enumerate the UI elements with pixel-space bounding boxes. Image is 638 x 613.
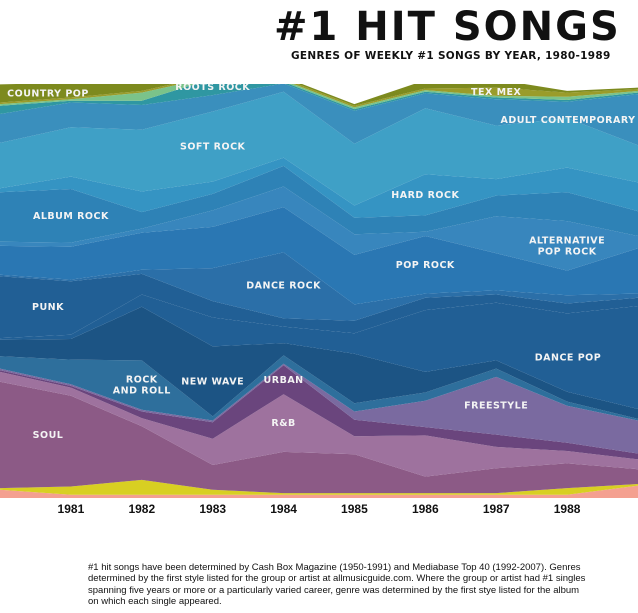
series-label: SOUL <box>33 430 64 441</box>
area-band-1 <box>0 479 638 495</box>
x-tick-label: 1983 <box>199 502 226 516</box>
area-country-pop <box>0 84 638 106</box>
area-soul <box>0 381 638 494</box>
series-label: ROOTS ROCK <box>175 84 250 93</box>
series-label: HARD ROCK <box>391 190 459 201</box>
series-label: NEW WAVE <box>181 376 244 387</box>
series-label: ROCK <box>126 375 158 386</box>
area-soft-rock <box>0 91 638 206</box>
area-punk <box>0 273 638 339</box>
series-label: POP ROCK <box>538 246 597 257</box>
series-label: FREESTYLE <box>464 401 528 412</box>
x-tick-label: 1986 <box>412 502 439 516</box>
area-alternative-pop-rock <box>0 186 638 271</box>
series-label: ADULT CONTEMPORARY <box>500 115 635 126</box>
area-dance-pop <box>0 294 638 409</box>
area-adult-contemporary <box>0 84 638 146</box>
x-tick-label: 1988 <box>554 502 581 516</box>
chart-subtitle: GENRES OF WEEKLY #1 SONGS BY YEAR, 1980-… <box>291 50 611 62</box>
area-new-wave <box>0 306 638 419</box>
area-album-rock <box>0 165 638 243</box>
series-label: COUNTRY POP <box>7 88 89 99</box>
x-tick-label: 1987 <box>483 502 510 516</box>
series-label: ALTERNATIVE <box>529 235 605 246</box>
series-label: URBAN <box>264 375 304 386</box>
area-dance-rock <box>0 252 638 321</box>
series-label: SOFT ROCK <box>180 142 246 153</box>
footnote: #1 hit songs have been determined by Cas… <box>88 562 586 608</box>
area-rock-and-roll <box>0 355 638 421</box>
series-label: DANCE ROCK <box>246 280 321 291</box>
area-pop-rock <box>0 207 638 305</box>
series-label: TEX MEX <box>471 87 522 98</box>
x-tick-label: 1985 <box>341 502 368 516</box>
x-tick-label: 1981 <box>58 502 85 516</box>
series-label: DANCE POP <box>535 353 601 364</box>
x-tick-label: 1984 <box>270 502 297 516</box>
chart-title: #1 HIT SONGS <box>274 4 621 50</box>
area-freestyle <box>0 363 638 454</box>
series-label: AND ROLL <box>113 386 171 397</box>
area-r-b <box>0 371 638 477</box>
area-band-18 <box>0 84 638 110</box>
series-label: R&B <box>271 418 295 429</box>
series-label: POP ROCK <box>396 260 455 271</box>
area-band-0 <box>0 485 638 498</box>
series-label: PUNK <box>32 302 64 313</box>
area-urban <box>0 365 638 460</box>
area-tex-mex <box>0 84 638 108</box>
area-roots-rock <box>0 84 638 114</box>
series-label: ALBUM ROCK <box>33 211 109 222</box>
area-hard-rock <box>0 157 638 218</box>
x-tick-label: 1982 <box>128 502 155 516</box>
